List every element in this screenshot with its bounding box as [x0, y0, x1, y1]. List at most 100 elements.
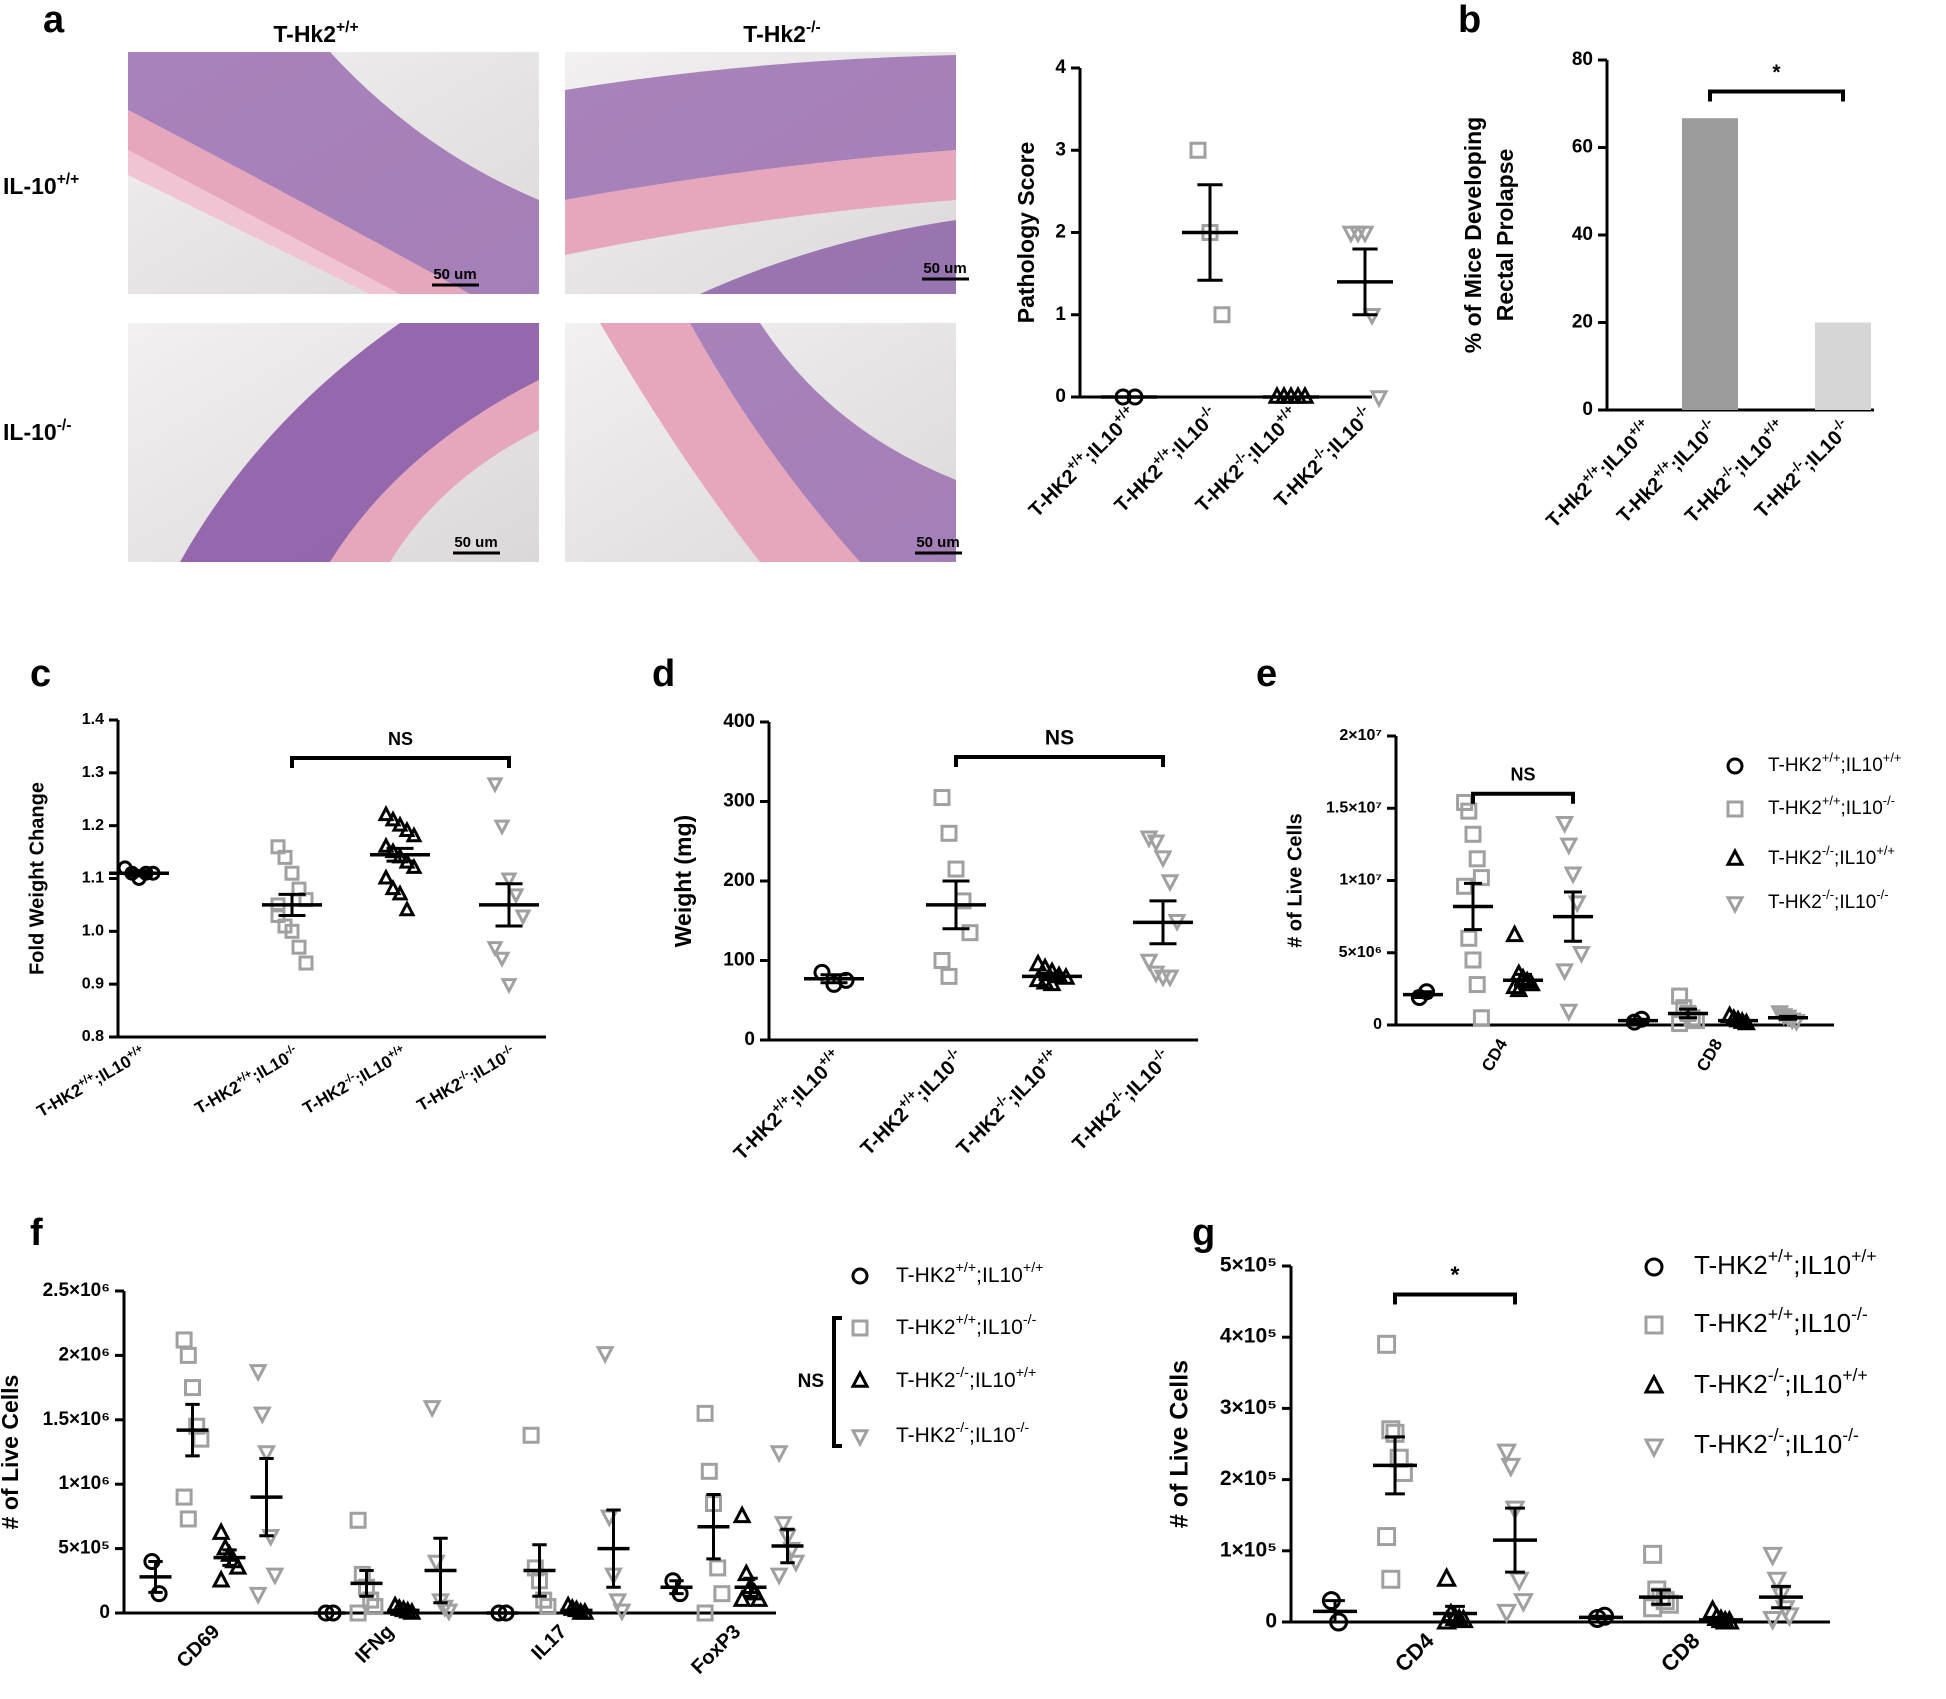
- data-point: [349, 1511, 367, 1529]
- data-point: [252, 1406, 272, 1425]
- data-point: [291, 939, 307, 955]
- data-point: [940, 967, 958, 985]
- y-tick-label: 1.0: [82, 923, 104, 940]
- y-axis-label: # of Live Cells: [1284, 813, 1306, 948]
- data-point: [493, 951, 511, 968]
- data-point: [1762, 1610, 1784, 1631]
- data-point: [439, 1603, 459, 1622]
- x-tick-label: T-HK2+/+;IL10+/+: [33, 1043, 149, 1122]
- data-point: [1671, 987, 1689, 1005]
- data-point: [1496, 1443, 1518, 1464]
- y-tick-label: 3: [1055, 139, 1066, 160]
- data-point: [391, 884, 409, 901]
- data-point: [377, 804, 395, 822]
- data-point: [500, 978, 518, 995]
- legend-label: T-HK2+/+;IL10-/-: [1694, 1304, 1868, 1338]
- data-point: [377, 836, 395, 853]
- x-tick-label: T-HK2-/-;IL10+/+: [299, 1043, 410, 1119]
- y-tick-label: 0: [1373, 1016, 1382, 1033]
- data-point: [1213, 306, 1231, 324]
- y-tick-label: 1: [1055, 304, 1066, 325]
- data-point: [1456, 793, 1474, 811]
- y-tick-label: 0.9: [82, 975, 104, 992]
- y-axis-label: Weight (mg): [670, 815, 696, 947]
- data-point: [1496, 1603, 1518, 1624]
- data-point: [507, 888, 525, 905]
- column-heading: T-Hk2-/-: [743, 19, 820, 47]
- y-tick-label: 1×10⁶: [58, 1473, 110, 1494]
- data-point: [175, 1331, 193, 1349]
- data-point: [1460, 929, 1478, 947]
- y-axis-label: # of Live Cells: [1166, 1360, 1194, 1528]
- y-tick-label: 0.8: [82, 1028, 104, 1045]
- bar: [1815, 322, 1871, 410]
- panel-label: c: [30, 653, 51, 695]
- data-point: [1512, 1593, 1534, 1614]
- data-point: [713, 1585, 731, 1603]
- y-tick-label: 0: [1265, 1610, 1277, 1633]
- panel-label: f: [30, 1212, 43, 1254]
- data-point: [612, 1603, 632, 1622]
- data-point: [1381, 1569, 1401, 1589]
- data-point: [493, 819, 511, 836]
- data-point: [1563, 866, 1583, 885]
- data-point: [1456, 877, 1474, 895]
- y-tick-label: 5×10⁵: [1220, 1254, 1277, 1277]
- panel-label: b: [1458, 0, 1481, 41]
- data-point: [257, 1445, 276, 1464]
- data-point: [1160, 969, 1180, 988]
- data-point: [595, 1346, 615, 1365]
- y-axis-label: % of Mice Developing: [1460, 117, 1486, 353]
- annotation: NS: [1045, 727, 1074, 750]
- data-point: [391, 815, 409, 832]
- data-point: [732, 1588, 752, 1607]
- data-point: [1766, 1571, 1788, 1592]
- histology-image: [565, 323, 956, 562]
- data-point: [1508, 1571, 1530, 1592]
- y-tick-label: 400: [723, 711, 755, 732]
- data-point: [1472, 1009, 1490, 1027]
- data-point: [1555, 963, 1575, 982]
- panel-label: a: [43, 0, 65, 41]
- data-point: [211, 1521, 231, 1540]
- annotation: *: [1772, 61, 1781, 84]
- data-point: [522, 1426, 540, 1444]
- data-point: [284, 865, 300, 881]
- legend-label: T-HK2+/+;IL10-/-: [1768, 793, 1895, 819]
- data-point: [1452, 1608, 1474, 1629]
- y-tick-label: 5×10⁵: [58, 1538, 110, 1559]
- data-point: [184, 1379, 201, 1397]
- data-point: [1146, 965, 1166, 984]
- data-point: [1468, 976, 1486, 994]
- legend-marker: [1644, 1257, 1664, 1277]
- legend-label: T-HK2-/-;IL10-/-: [1694, 1425, 1859, 1459]
- y-tick-label: 1.3: [82, 764, 104, 781]
- legend-marker: [1725, 847, 1745, 866]
- data-point: [384, 841, 402, 859]
- x-tick-label: IFNg: [351, 1621, 398, 1668]
- data-point: [211, 1569, 231, 1588]
- data-point: [1377, 1527, 1397, 1547]
- x-tick-label: CD8: [1693, 1036, 1726, 1075]
- x-tick-label: IL17: [527, 1621, 571, 1665]
- data-point: [486, 941, 504, 958]
- x-tick-label: CD8: [1656, 1628, 1705, 1677]
- data-point: [248, 1364, 268, 1383]
- y-tick-label: 4: [1055, 57, 1066, 78]
- significance-bracket: [954, 754, 1165, 767]
- data-point: [175, 1488, 193, 1506]
- annotation: *: [1451, 1262, 1460, 1288]
- legend-label: T-HK2+/+;IL10+/+: [1694, 1246, 1877, 1280]
- y-tick-label: 2×10⁶: [58, 1344, 110, 1365]
- data-point: [179, 1510, 197, 1528]
- y-tick-label: 100: [723, 950, 755, 971]
- significance-bracket: [1471, 791, 1575, 804]
- significance-bracket: [1393, 1292, 1517, 1305]
- data-point: [500, 872, 518, 889]
- data-point: [749, 1588, 769, 1607]
- significance-bracket: [290, 756, 511, 769]
- data-point: [486, 777, 504, 794]
- y-axis-label: Pathology Score: [1013, 142, 1039, 323]
- data-point: [1139, 953, 1159, 972]
- y-axis-label: Rectal Prolapse: [1492, 149, 1518, 322]
